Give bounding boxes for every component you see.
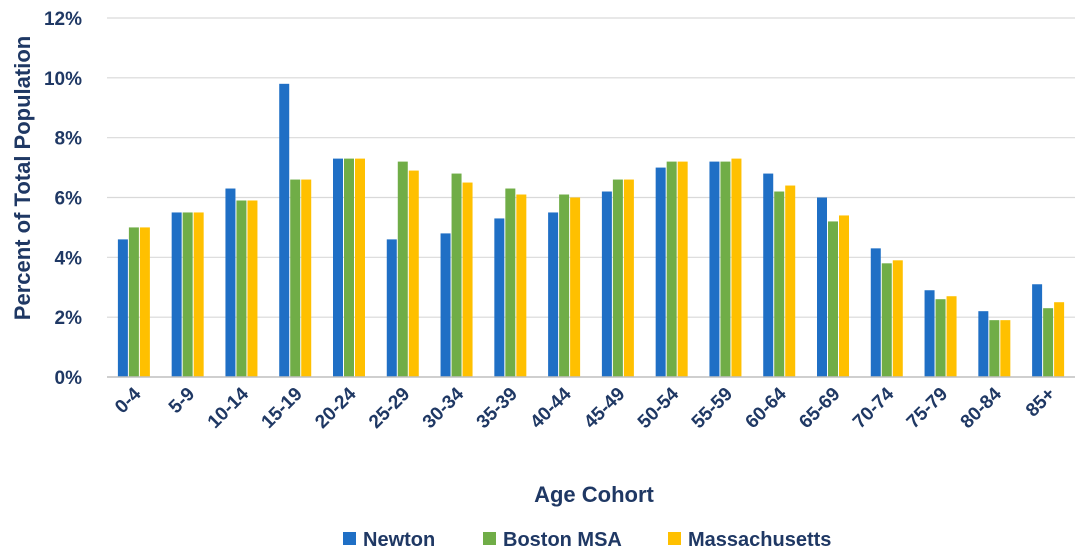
bar-newton xyxy=(225,188,236,377)
y-tick-label: 4% xyxy=(55,248,83,269)
x-tick-label: 15-19 xyxy=(258,384,307,433)
x-tick-label: 60-64 xyxy=(742,383,792,433)
y-tick-label: 2% xyxy=(55,308,83,329)
bar-boston-msa xyxy=(881,263,892,377)
bar-newton xyxy=(601,191,612,377)
x-tick-label: 85+ xyxy=(1022,384,1060,422)
bar-newton xyxy=(763,173,774,377)
x-tick-label: 25-29 xyxy=(365,384,414,433)
bar-boston-msa xyxy=(344,158,354,377)
bar-massachusetts xyxy=(247,200,258,377)
bar-boston-msa xyxy=(236,200,247,377)
legend-swatch xyxy=(343,532,356,545)
bar-boston-msa xyxy=(720,161,731,377)
bar-newton xyxy=(494,218,505,377)
x-tick-label: 5-9 xyxy=(165,384,199,418)
x-tick-label: 65-69 xyxy=(795,384,844,433)
bar-newton xyxy=(870,248,881,377)
y-axis-ticks: 0% 2% 4% 6% 8% 10% 12% xyxy=(44,9,82,389)
bar-boston-msa xyxy=(1043,308,1054,377)
bar-boston-msa xyxy=(774,191,785,377)
x-tick-label: 80-84 xyxy=(957,383,1007,433)
bars xyxy=(117,83,1065,378)
bar-boston-msa xyxy=(828,221,838,377)
legend: Newton Boston MSA Massachusetts xyxy=(343,529,831,551)
y-tick-label: 12% xyxy=(44,9,82,30)
bar-newton xyxy=(386,239,397,377)
bar-boston-msa xyxy=(559,194,570,377)
bar-boston-msa xyxy=(182,212,193,377)
bar-massachusetts xyxy=(139,227,150,377)
y-tick-label: 10% xyxy=(44,69,82,90)
bar-newton xyxy=(709,161,720,377)
bar-massachusetts xyxy=(731,158,742,377)
legend-label: Boston MSA xyxy=(503,529,622,551)
x-axis-title: Age Cohort xyxy=(534,482,654,507)
legend-swatch xyxy=(483,532,496,545)
bar-newton xyxy=(1032,284,1043,377)
y-tick-label: 8% xyxy=(55,129,83,150)
bar-boston-msa xyxy=(128,227,139,377)
x-tick-label: 70-74 xyxy=(849,383,899,433)
bar-massachusetts xyxy=(839,215,849,377)
y-tick-label: 6% xyxy=(55,189,83,210)
gridlines xyxy=(107,17,1075,318)
bar-newton xyxy=(333,158,343,377)
bar-massachusetts xyxy=(623,179,634,377)
bar-massachusetts xyxy=(1000,320,1011,377)
bar-newton xyxy=(117,239,128,377)
bar-boston-msa xyxy=(989,320,1000,377)
x-axis-ticks: 0-4 5-9 10-14 15-19 20-24 25-29 30-34 35-39 40-4… xyxy=(111,383,1059,433)
bar-newton xyxy=(978,311,989,377)
legend-swatch xyxy=(668,532,681,545)
bar-massachusetts xyxy=(355,158,365,377)
bar-newton xyxy=(440,233,451,377)
bar-boston-msa xyxy=(451,173,462,377)
bar-massachusetts xyxy=(193,212,204,377)
bar-boston-msa xyxy=(612,179,623,377)
bar-massachusetts xyxy=(570,197,581,377)
bar-boston-msa xyxy=(505,188,516,377)
y-tick-label: 0% xyxy=(55,368,83,389)
bar-massachusetts xyxy=(516,194,527,377)
x-tick-label: 50-54 xyxy=(634,383,684,433)
bar-massachusetts xyxy=(408,170,419,377)
x-tick-label: 40-44 xyxy=(526,383,576,433)
bar-boston-msa xyxy=(666,161,677,377)
legend-label: Massachusetts xyxy=(688,529,831,551)
bar-newton xyxy=(817,197,827,377)
y-axis-title: Percent of Total Population xyxy=(10,36,35,320)
legend-label: Newton xyxy=(363,529,435,551)
bar-massachusetts xyxy=(1054,302,1065,377)
x-tick-label: 55-59 xyxy=(688,384,737,433)
bar-massachusetts xyxy=(785,185,796,377)
x-tick-label: 45-49 xyxy=(580,384,629,433)
bar-newton xyxy=(924,290,935,377)
bar-massachusetts xyxy=(677,161,688,377)
x-tick-label: 30-34 xyxy=(419,383,469,433)
x-tick-label: 75-79 xyxy=(903,384,952,433)
x-tick-label: 20-24 xyxy=(311,383,361,433)
bar-boston-msa xyxy=(397,161,408,377)
bar-massachusetts xyxy=(946,296,957,377)
bar-massachusetts xyxy=(301,179,312,377)
bar-newton xyxy=(171,212,182,377)
x-tick-label: 35-39 xyxy=(473,384,522,433)
bar-newton xyxy=(548,212,559,377)
bar-newton xyxy=(279,83,290,378)
x-tick-label: 10-14 xyxy=(204,383,254,433)
bar-boston-msa xyxy=(290,179,301,377)
bar-massachusetts xyxy=(462,182,473,377)
bar-newton xyxy=(655,167,666,377)
bar-boston-msa xyxy=(935,299,946,377)
x-tick-label: 0-4 xyxy=(111,383,146,418)
bar-massachusetts xyxy=(892,260,903,377)
